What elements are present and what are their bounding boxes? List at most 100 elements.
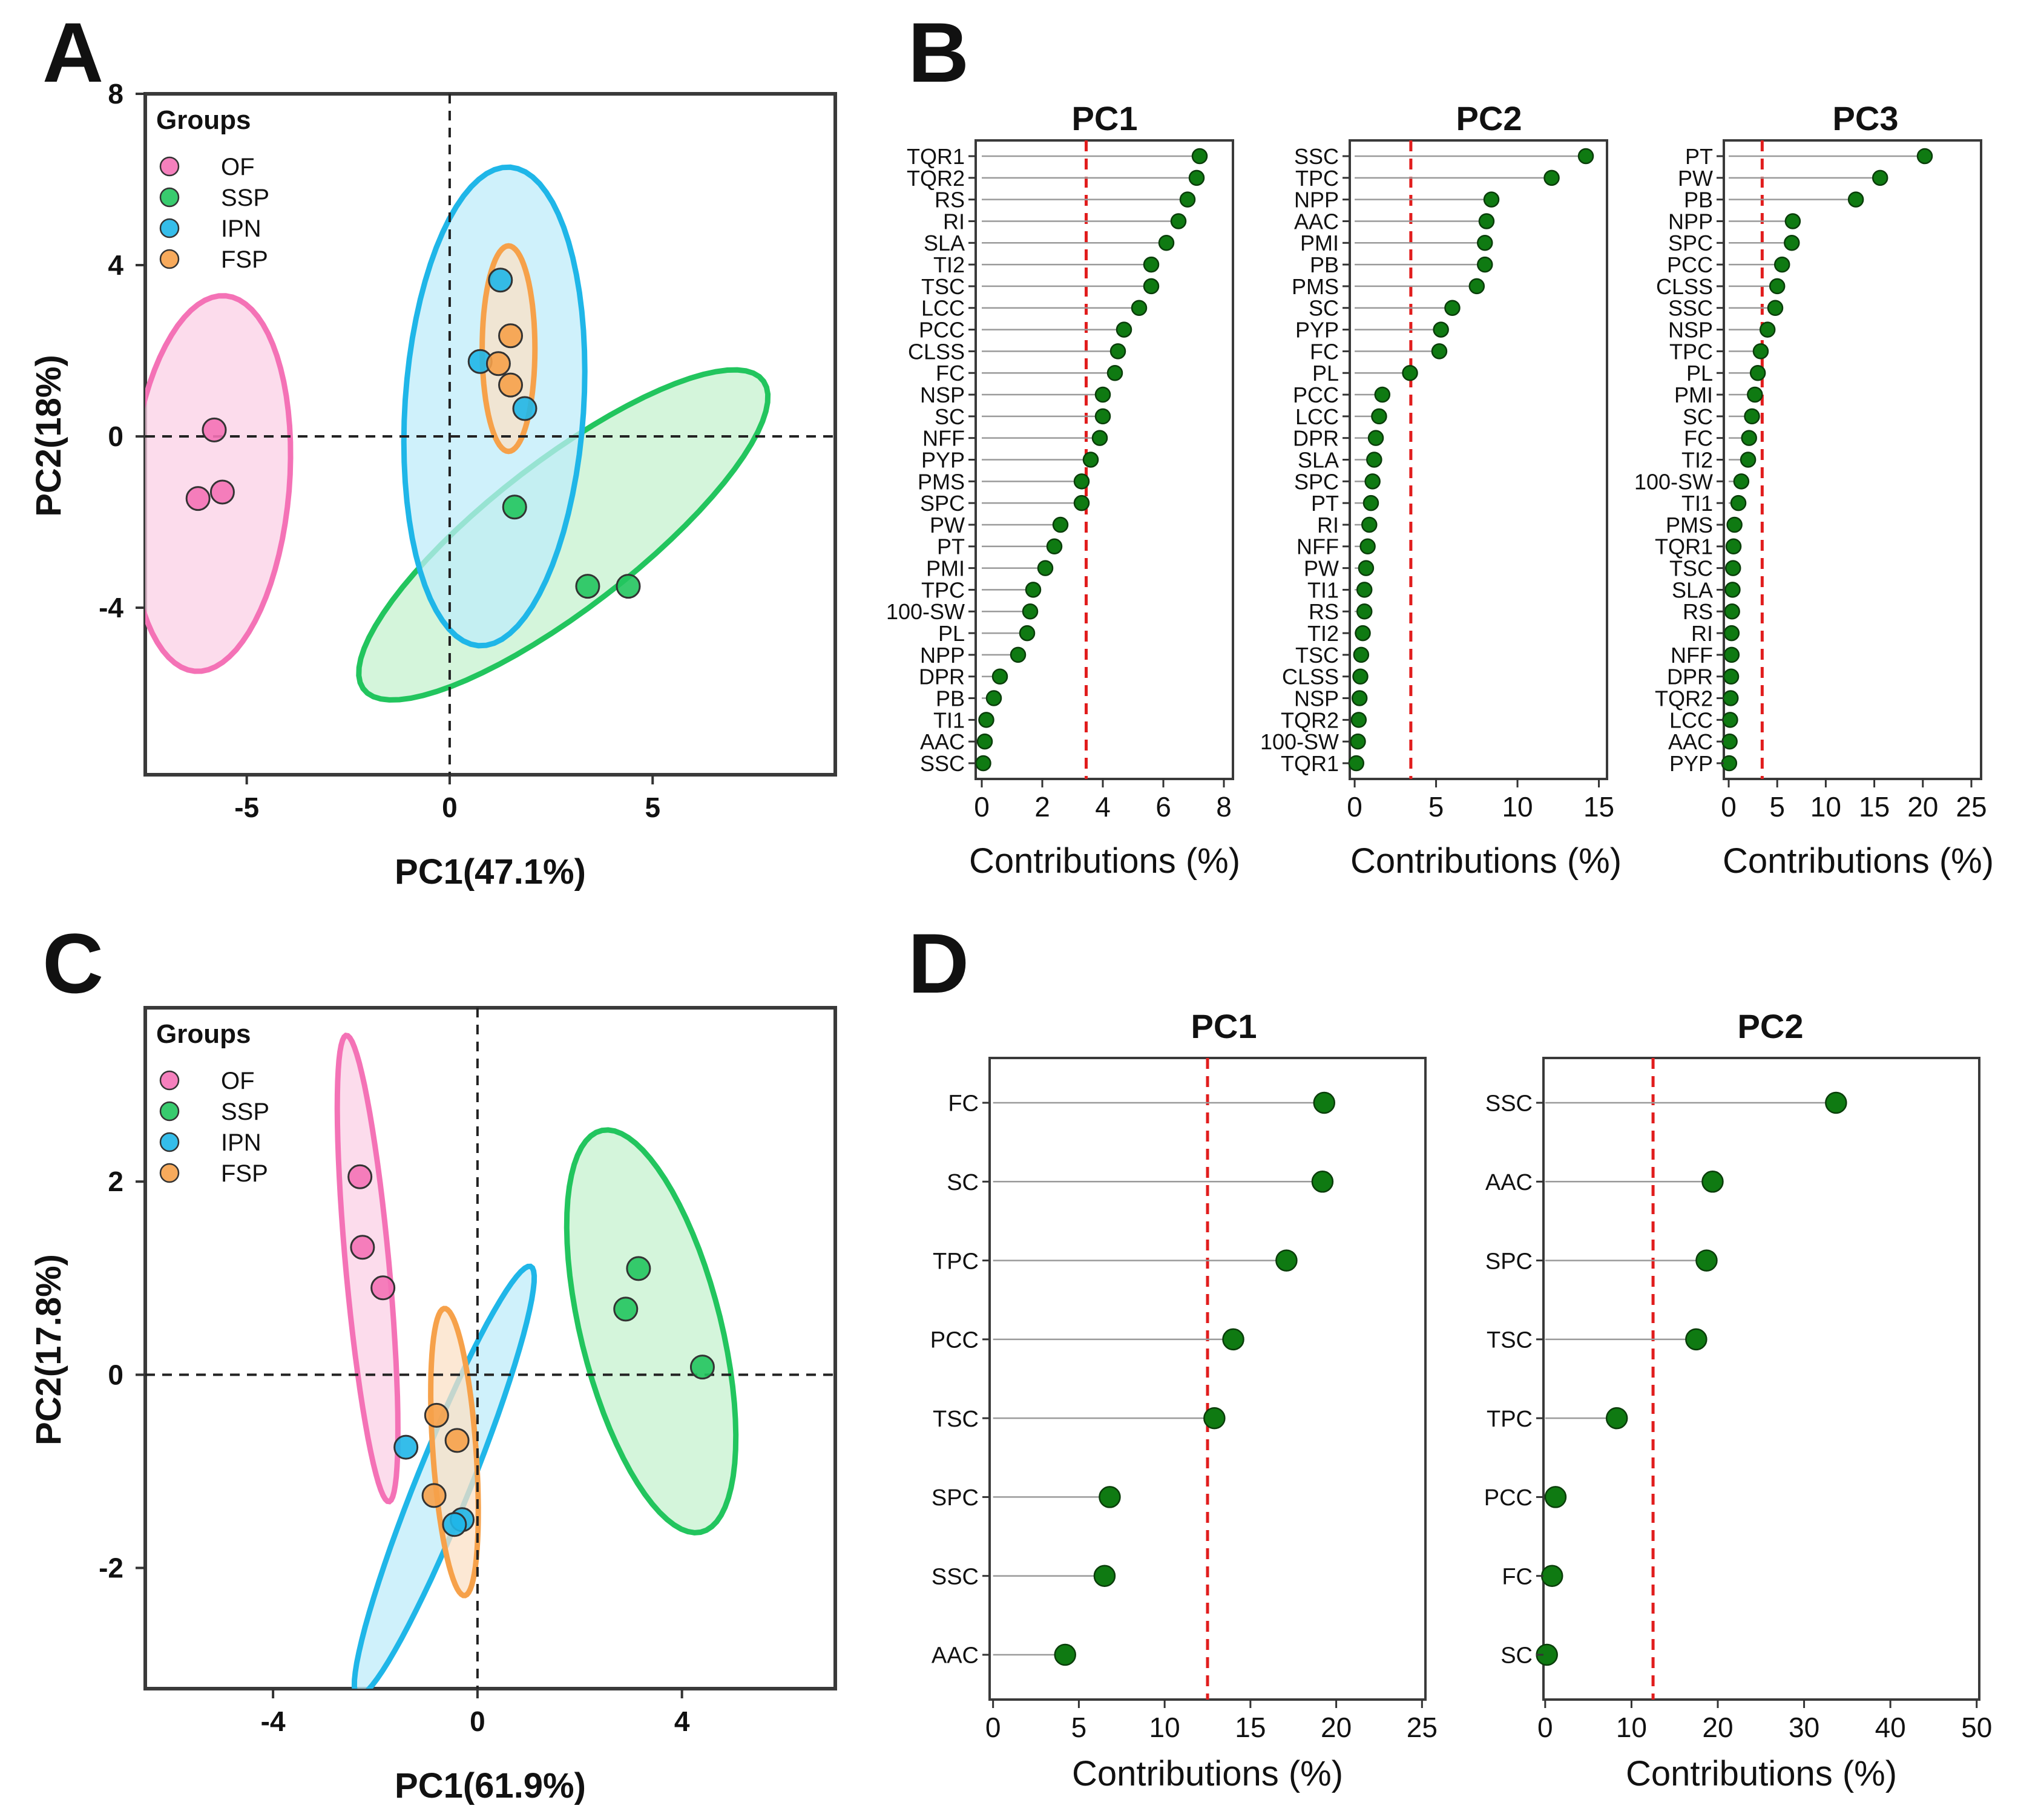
panelC-legend-marker-ipn [159,1132,180,1152]
panel-d-pc2-title: PC2 [1738,1007,1804,1045]
panelD2-dot-1 [1825,1091,1847,1114]
panel-c-x-axis-title: PC1(61.9%) [395,1766,586,1805]
panelB1-category-label-21: TPC [921,577,965,602]
panelB3-category-label-27: LCC [1669,708,1713,732]
panelB1-dot-7 [1143,278,1160,295]
panelB3-category-label-16: 100-SW [1634,469,1713,494]
panelB3-dot-15 [1740,452,1757,468]
panelB3-dot-26 [1722,690,1739,706]
panelB3-x-tick-label: 15 [1859,791,1890,823]
panelB3-dot-3 [1847,191,1864,208]
panelB1-category-label-1: TQR1 [907,144,965,169]
panel-c-legend: Groups OF SSP IPN FSP [156,1019,269,1187]
panelB3-dot-14 [1741,430,1757,446]
panelB3-category-label-20: TSC [1669,556,1713,581]
panelB1-category-label-2: TQR2 [907,166,965,191]
panelB3-category-label-15: TI2 [1681,447,1713,472]
panelB2-category-label-15: SLA [1298,447,1339,472]
panelB3-category-label-29: PYP [1669,751,1713,776]
panel-d-pc2-x-axis-title: Contributions (%) [1626,1754,1897,1793]
panelB2-dot-20 [1358,560,1375,576]
panelB3-category-label-2: PW [1678,166,1713,191]
panelB3-category-label-12: PMI [1674,383,1713,407]
panel-d-pc2-lollipop: PC2 SSC AAC SPC TSC TPC PCC FC SC 0 10 20 30 40 50 Co… [1484,1007,1993,1793]
panelA-point-ssp-3 [616,574,641,599]
panel-b-pc3-frame [1723,139,1982,780]
panelA-point-fsp-1 [498,323,524,349]
panelB1-dot-22 [1022,603,1039,620]
panelD1-dot-6 [1099,1486,1121,1508]
panelB2-dot-2 [1543,169,1560,186]
panel-b-pc1-lollipop: PC1 TQR1TQR2RSRISLATI2TSCLCCPCCCLSSFCNSP… [886,99,1240,881]
panelB3-category-label-24: NFF [1671,643,1713,668]
panel-a-reference-lines [145,94,835,775]
panelB2-dot-16 [1364,473,1381,490]
panelB2-category-label-17: PT [1311,491,1339,516]
panelD1-category-label-7: SSC [932,1564,979,1589]
panelB3-x-tick-label: 25 [1956,791,1987,823]
panel-a-x-axis-title: PC1(47.1%) [395,852,586,892]
panelB3-dot-1 [1916,148,1933,165]
panelB2-dot-7 [1468,278,1485,295]
panelB3-dot-8 [1767,300,1784,316]
panel-letter-a: A [42,5,104,100]
panelB1-dot-20 [1037,560,1054,576]
panelD1-dot-2 [1311,1171,1334,1193]
panelC-x-tick-label: 0 [470,1706,485,1737]
panelB3-x-tick-label: 0 [1721,791,1737,823]
panelA-point-ssp-1 [502,494,527,520]
panelD1-category-label-6: SPC [932,1485,979,1511]
panel-a-y-axis-title: PC2(18%) [29,355,68,517]
panelB2-category-label-11: PL [1312,361,1339,386]
panelD2-category-label-6: PCC [1484,1485,1533,1511]
panelB1-category-label-20: PMI [926,556,965,581]
panelC-point-ssp-1 [626,1256,651,1281]
panel-b-pc2-lollipop: PC2 SSCTPCNPPAACPMIPBPMSSCPYPFCPLPCCLCCD… [1260,99,1622,881]
panelB1-category-label-18: PW [930,513,965,537]
panel-c-reference-lines [145,1008,835,1689]
panel-b-pc3-title: PC3 [1833,99,1899,137]
panelB1-dot-27 [978,712,994,728]
panelB3-dot-19 [1725,538,1742,555]
panelB1-category-label-13: SC [935,404,965,429]
panelB1-category-label-8: LCC [921,296,965,321]
panelB3-dot-28 [1721,733,1738,750]
panelB2-category-label-3: NPP [1294,188,1339,212]
panelB2-dot-1 [1577,148,1594,165]
panelB2-category-label-2: TPC [1295,166,1339,191]
panelD1-dot-5 [1203,1407,1226,1430]
panelB1-category-label-28: AAC [920,729,965,754]
panel-d-pc1-title: PC1 [1191,1007,1257,1045]
panelB2-dot-6 [1477,256,1493,273]
panelB3-category-label-11: PL [1686,361,1713,386]
panelB3-category-label-25: DPR [1667,665,1713,689]
panelB1-category-label-12: NSP [920,383,965,407]
panelC-legend-label-ipn: IPN [221,1129,261,1156]
panel-c-ticks: -4 0 4 -2 0 2 [99,1166,690,1737]
panelA-point-fsp-3 [498,372,524,398]
panel-a-ticks: -5 0 5 -4 0 4 8 [99,78,660,823]
panelB1-category-label-16: PMS [918,469,965,494]
panelB1-category-label-11: FC [936,361,965,386]
panelB2-dot-9 [1433,321,1449,338]
panelD1-dot-3 [1275,1249,1298,1272]
panel-d-pc2-marks: SSC AAC SPC TSC TPC PCC FC SC 0 10 20 30 40 50 [1484,1058,1992,1743]
panelB1-category-label-26: PB [936,686,965,711]
panelB2-category-label-25: CLSS [1282,665,1339,689]
panelC-point-of-1 [347,1164,373,1189]
panelA-point-of-3 [209,479,235,505]
panelC-point-fsp-2 [444,1428,470,1453]
panelB1-category-label-19: PT [937,534,965,559]
panelB3-category-label-26: TQR2 [1655,686,1713,711]
panelB2-category-label-28: 100-SW [1260,729,1339,754]
panelB2-category-label-21: TI1 [1307,577,1339,602]
panelD1-dot-4 [1222,1328,1244,1351]
panel-a-legend-title: Groups [156,105,251,135]
panelD1-category-label-5: TSC [933,1407,979,1432]
panelB2-dot-25 [1352,668,1369,685]
panelB3-x-tick-label: 5 [1769,791,1785,823]
panel-c-y-axis-title: PC2(17.8%) [29,1254,68,1445]
panelA-y-tick-label: -4 [99,592,123,623]
panelA-legend-label-ssp: SSP [221,185,269,211]
